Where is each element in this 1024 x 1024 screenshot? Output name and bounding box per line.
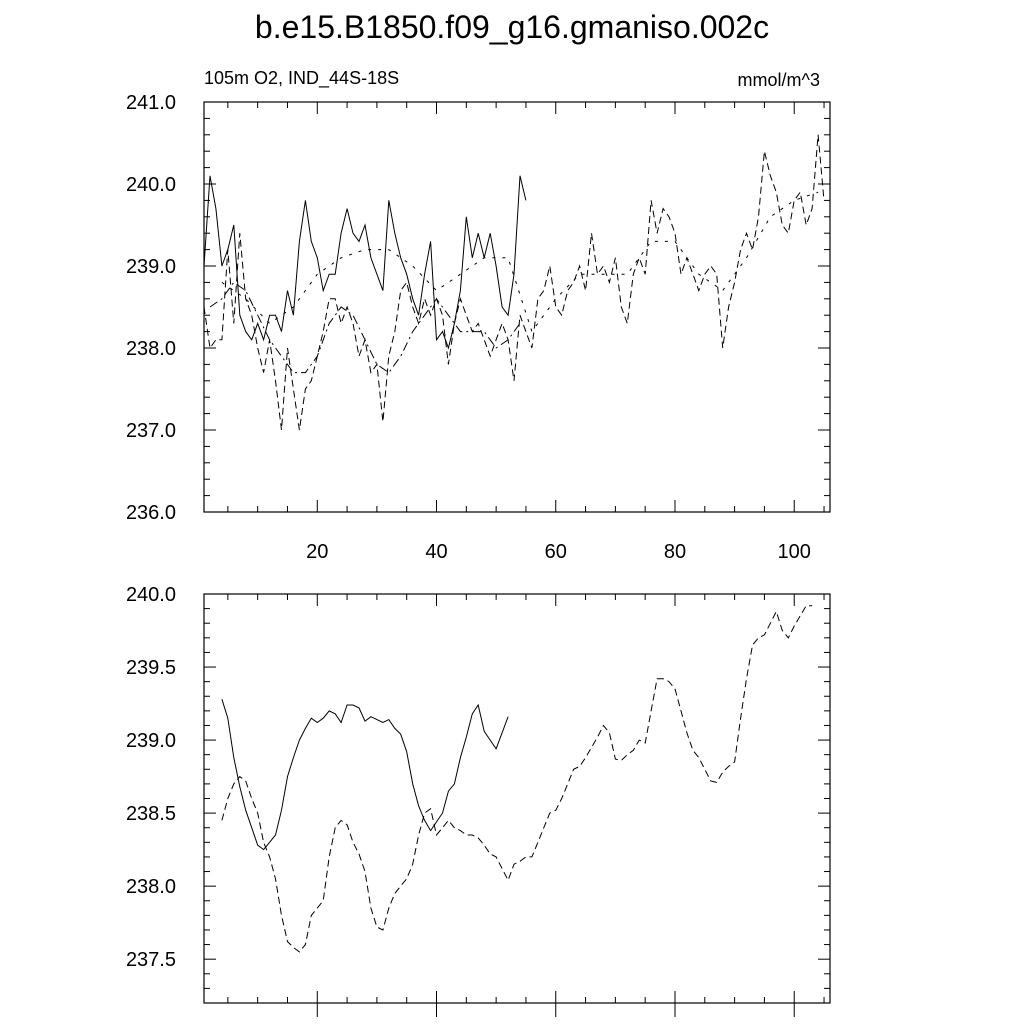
x-tick-label: 20 [306, 541, 328, 563]
series-line-dashed [221, 605, 813, 953]
y-tick-label: 238.5 [126, 803, 176, 825]
lower-panel: 237.5 238.0 238.5 239.0 239.5 240.0 [126, 584, 831, 1017]
y-tick-label: 239.0 [126, 256, 176, 278]
y-tick-label: 240.0 [126, 584, 176, 606]
y-tick-label: 238.0 [126, 876, 176, 898]
y-tick-label: 239.5 [126, 657, 176, 679]
y-tick-label: 239.0 [126, 730, 176, 752]
x-tick-label: 80 [664, 541, 686, 563]
series-line-dashed [203, 134, 825, 431]
series-line-solid [221, 699, 509, 851]
y-tick-label: 236.0 [126, 502, 176, 524]
plot-frame [203, 101, 831, 513]
chart-title: b.e15.B1850.f09_g16.gmaniso.002c [255, 9, 769, 45]
x-tick-label: 40 [425, 541, 447, 563]
x-tick-label: 100 [778, 541, 811, 563]
series-line-solid [203, 175, 527, 350]
y-tick-label: 238.0 [126, 338, 176, 360]
y-tick-label: 237.5 [126, 949, 176, 971]
left-subtitle: 105m O2, IND_44S-18S [204, 68, 399, 89]
y-tick-label: 240.0 [126, 174, 176, 196]
series-line-long-dash [221, 191, 819, 333]
series-line-dash-dot [209, 281, 521, 374]
y-tick-label: 237.0 [126, 420, 176, 442]
x-tick-label: 60 [545, 541, 567, 563]
y-tick-label: 241.0 [126, 92, 176, 114]
plot-frame [203, 593, 831, 1004]
upper-panel: 20 40 60 80 100 236.0 237.0 238.0 239.0 240.0 241.… [126, 92, 831, 563]
units-label: mmol/m^3 [738, 70, 820, 90]
